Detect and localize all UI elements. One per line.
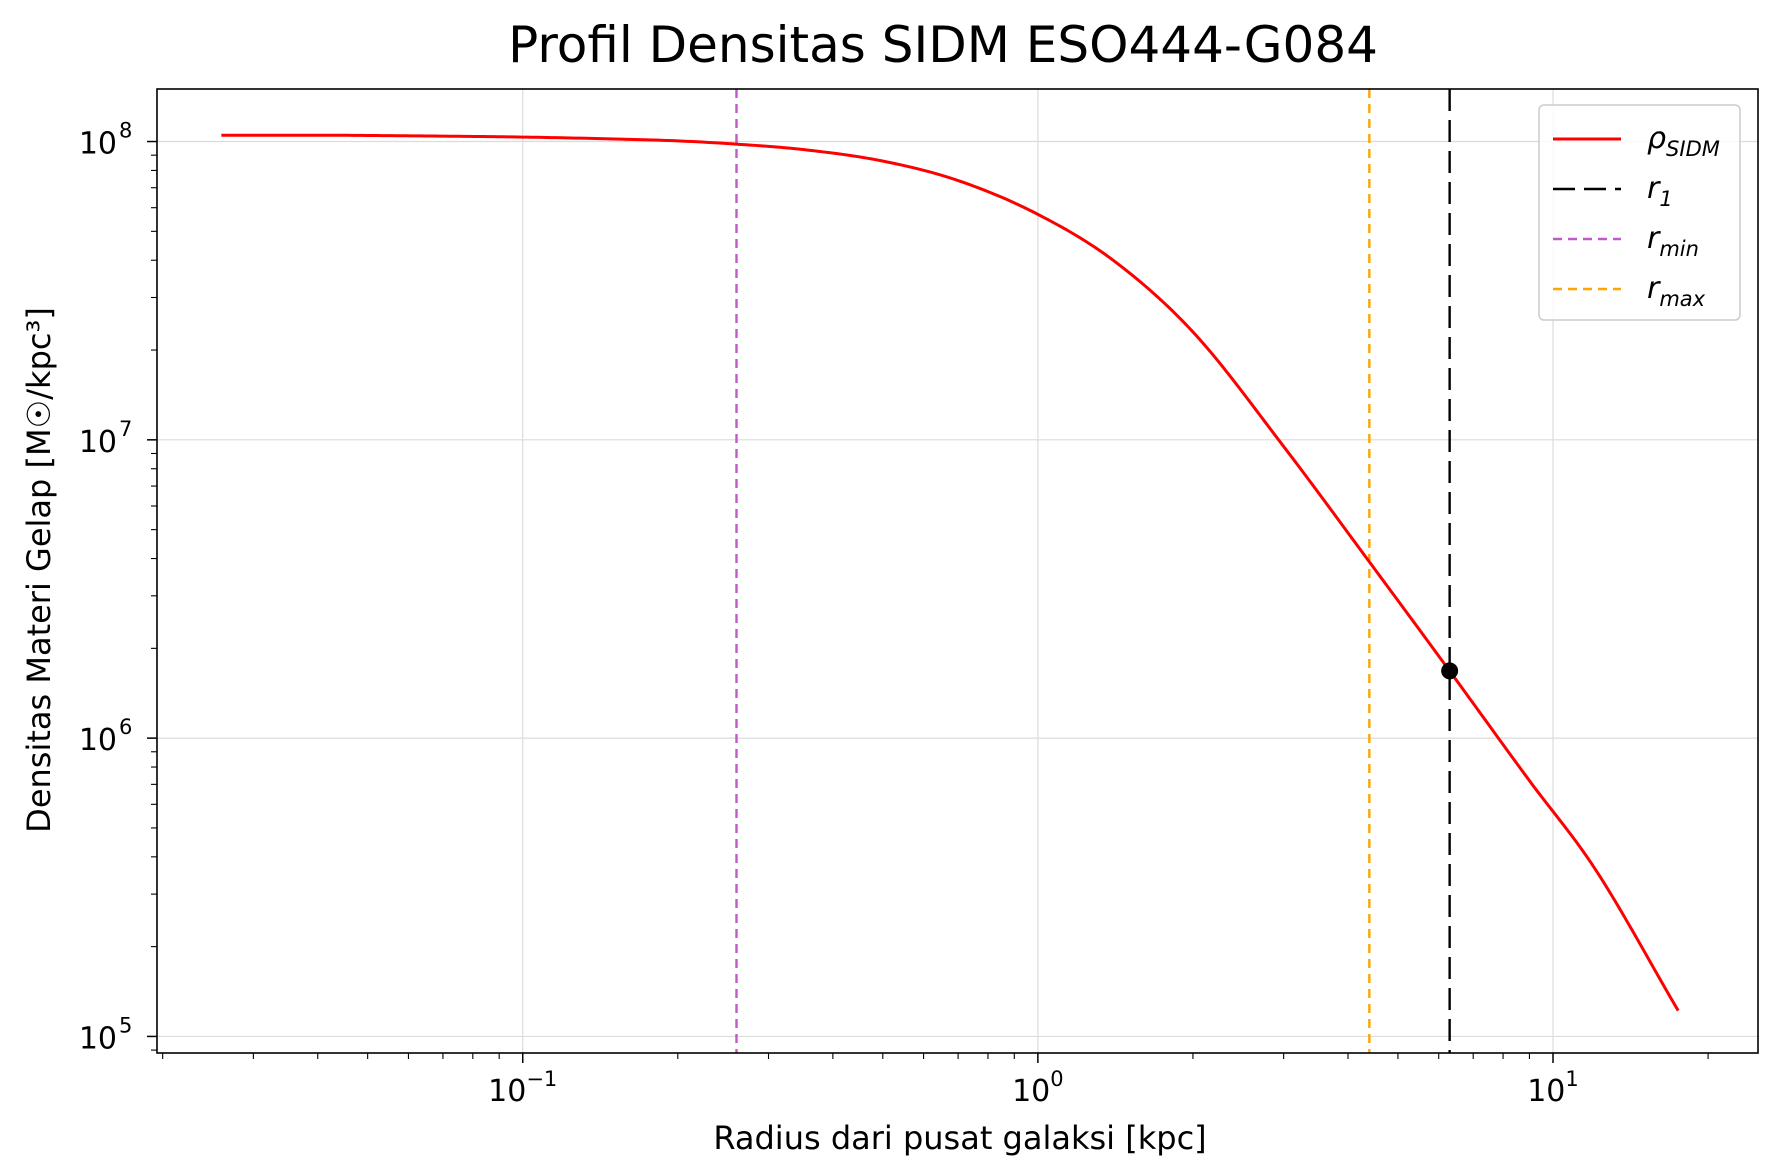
- y-axis-label: Densitas Materi Gelap [M☉/kpc³]: [20, 307, 58, 833]
- y-tick-exponent: 7: [119, 417, 132, 441]
- marker-layer: [1441, 662, 1459, 680]
- x-axis-ticks: 10−1 100 101: [162, 1053, 1709, 1109]
- chart-title: Profil Densitas SIDM ESO444-G084: [508, 16, 1378, 74]
- y-tick-exponent: 5: [119, 1013, 132, 1037]
- y-tick-label: 10: [79, 1021, 117, 1056]
- x-tick-label: 100: [1012, 1067, 1064, 1109]
- y-tick-label: 10: [79, 425, 117, 460]
- legend-box: [1538, 104, 1741, 321]
- legend-label: rmax: [1647, 271, 1706, 311]
- y-tick-exponent: 8: [119, 119, 132, 143]
- series-line-sidm: [221, 133, 1680, 1012]
- x-tick-label: 101: [1527, 1067, 1579, 1109]
- x-axis-label: Radius dari pusat galaksi [kpc]: [713, 1119, 1206, 1157]
- legend-label: rmin: [1647, 221, 1699, 261]
- legend: ρSIDM r1 rmin rmax: [1538, 104, 1741, 321]
- series-layer: [221, 133, 1680, 1012]
- y-tick-label: 10: [79, 723, 117, 758]
- intersection-point: [1441, 662, 1459, 680]
- y-tick-exponent: 6: [119, 715, 132, 739]
- plot-frame: [156, 88, 1759, 1054]
- reference-lines: [735, 89, 1451, 1053]
- y-tick-label: 10: [79, 127, 117, 162]
- x-tick-label: 10−1: [488, 1067, 557, 1109]
- legend-label: r1: [1647, 171, 1673, 211]
- legend-label: ρSIDM: [1647, 121, 1720, 161]
